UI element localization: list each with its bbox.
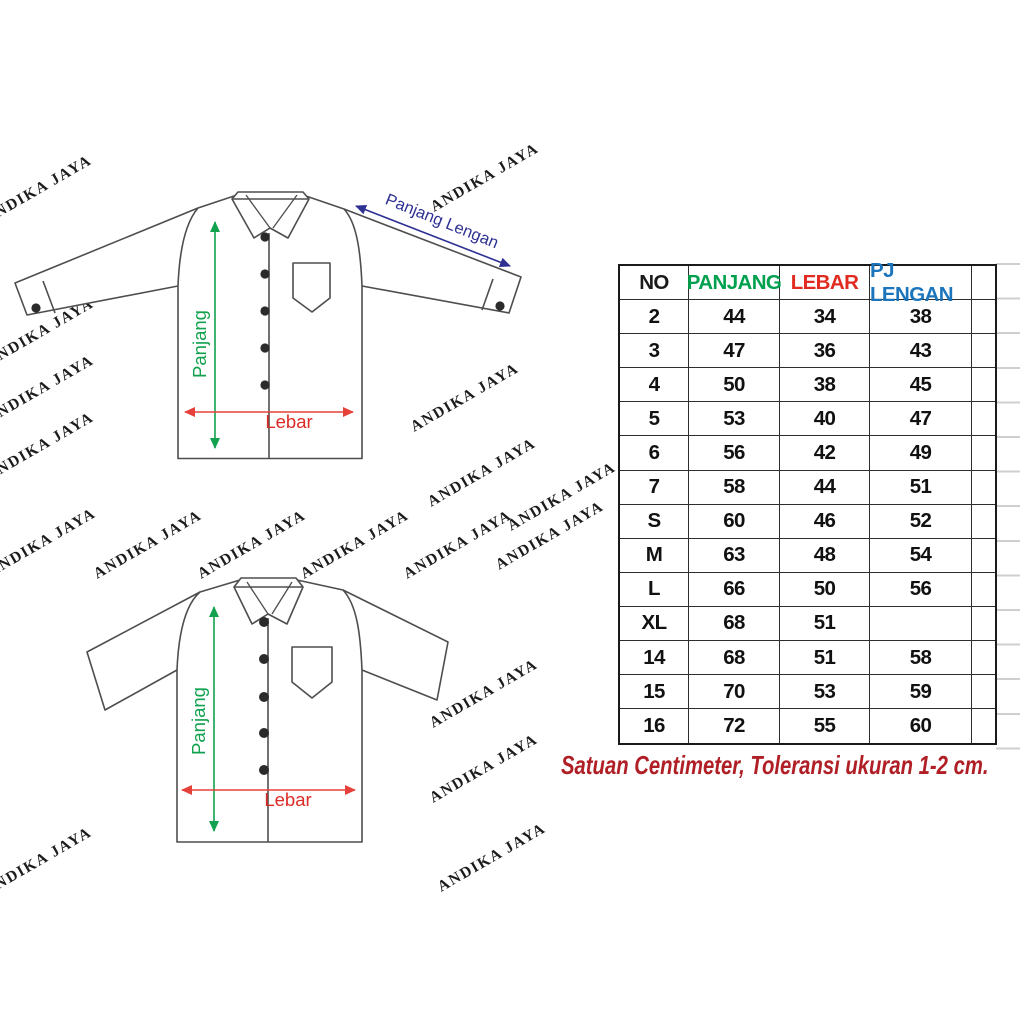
collar: [231, 191, 310, 239]
table-cell: 68: [689, 641, 780, 676]
table-cell: 72: [689, 709, 780, 744]
table-cell: 44: [689, 300, 780, 335]
table-cell: XL: [620, 606, 689, 642]
table-cell: 63: [689, 538, 780, 573]
table-cell: 60: [689, 504, 780, 539]
table-cell: 38: [780, 368, 870, 403]
table-cell: 58: [689, 470, 780, 505]
table-cell: 51: [780, 641, 870, 676]
table-header-cell: NO: [620, 266, 689, 301]
table-header-cell: PANJANG: [687, 266, 782, 301]
table-cell: 51: [870, 470, 972, 505]
table-cell: 14: [620, 641, 689, 676]
left-cuff-seam: [42, 280, 56, 314]
table-cell: [972, 505, 995, 539]
table-cell: 70: [689, 675, 780, 710]
table-cell: 51: [780, 606, 870, 642]
table-cell: 45: [870, 368, 972, 403]
right-cuff-seam: [481, 278, 494, 311]
table-cell: 7: [620, 470, 689, 505]
table-cell: 52: [870, 504, 972, 539]
table-cell: 68: [689, 606, 780, 642]
table-cell: 3: [620, 334, 689, 369]
table-cell: [972, 436, 995, 471]
table-cell: 53: [780, 675, 870, 710]
table-cell: 56: [870, 572, 972, 607]
table-cell: 54: [870, 538, 972, 573]
table-cell: 16: [620, 709, 689, 744]
table-cell: 42: [780, 436, 870, 471]
chest-pocket: [291, 646, 333, 699]
table-cell: 36: [780, 334, 870, 369]
table-cell: 49: [870, 436, 972, 471]
table-cell: 47: [870, 402, 972, 437]
table-cell: [972, 334, 995, 369]
table-cell: L: [620, 572, 689, 607]
size-table: NO PANJANG LEBAR PJ LENGAN 2 44 34 38 3 47 36 43 4 50…: [618, 259, 997, 746]
table-cell: [972, 471, 995, 505]
table-cell: 6: [620, 436, 689, 471]
table-cell: 58: [870, 641, 972, 676]
table-cell: 34: [780, 300, 870, 335]
table-cell: [972, 709, 995, 743]
buttons: [259, 617, 269, 775]
table-cell: 66: [689, 572, 780, 607]
table-cell: 46: [780, 504, 870, 539]
table-cell: 44: [780, 470, 870, 505]
lebar-label: Lebar: [264, 789, 311, 810]
table-header-cell: PJ LENGAN: [870, 259, 972, 306]
table-cell: 56: [689, 436, 780, 471]
table-cell: 43: [870, 334, 972, 369]
lebar-label: Lebar: [265, 411, 312, 432]
panjang-label: Panjang: [189, 310, 210, 378]
table-cell: M: [620, 538, 689, 573]
caption: Satuan Centimeter, Toleransi ukuran 1-2 …: [561, 750, 989, 780]
table-cell: 2: [620, 300, 689, 335]
long-sleeve-shirt-diagram: Panjang Lebar Panjang Lengan: [14, 191, 522, 460]
table-cell: 55: [780, 709, 870, 744]
left-cuff-button: [31, 303, 41, 313]
table-cell: [972, 368, 995, 403]
panjang-label: Panjang: [188, 687, 209, 755]
table-cell: 59: [870, 675, 972, 710]
left-sleeve: [14, 207, 199, 316]
table-cell: S: [620, 504, 689, 539]
table-cell: 4: [620, 368, 689, 403]
table-cell: 47: [689, 334, 780, 369]
chest-pocket: [292, 262, 331, 313]
table-cell: 48: [780, 538, 870, 573]
table-cell: [870, 606, 972, 642]
table-cell: [972, 539, 995, 573]
table-cell: 60: [870, 709, 972, 744]
table-cell: 50: [780, 572, 870, 607]
table-header-cell: LEBAR: [780, 266, 870, 301]
table-cell: [972, 641, 995, 676]
panjang-lengan-arrow: [355, 204, 511, 268]
buttons: [31, 232, 505, 390]
table-cell: 53: [689, 402, 780, 437]
table-cell: 15: [620, 675, 689, 710]
short-sleeve-shirt-diagram: Panjang Lebar: [86, 577, 449, 843]
table-cell: [972, 300, 995, 335]
table-cell: [972, 402, 995, 437]
table-cell: [972, 607, 995, 642]
table-cell: 40: [780, 402, 870, 437]
table-cell: 38: [870, 300, 972, 335]
table-cell: 50: [689, 368, 780, 403]
table-gridline-stubs: [996, 263, 1020, 753]
table-cell: [972, 675, 995, 710]
table-cell: [972, 573, 995, 607]
table-header-cell: [972, 266, 995, 301]
collar-v-lines: [245, 194, 298, 229]
table-cell: 5: [620, 402, 689, 437]
right-cuff-button: [495, 301, 505, 311]
collar-v-lines: [246, 581, 293, 615]
